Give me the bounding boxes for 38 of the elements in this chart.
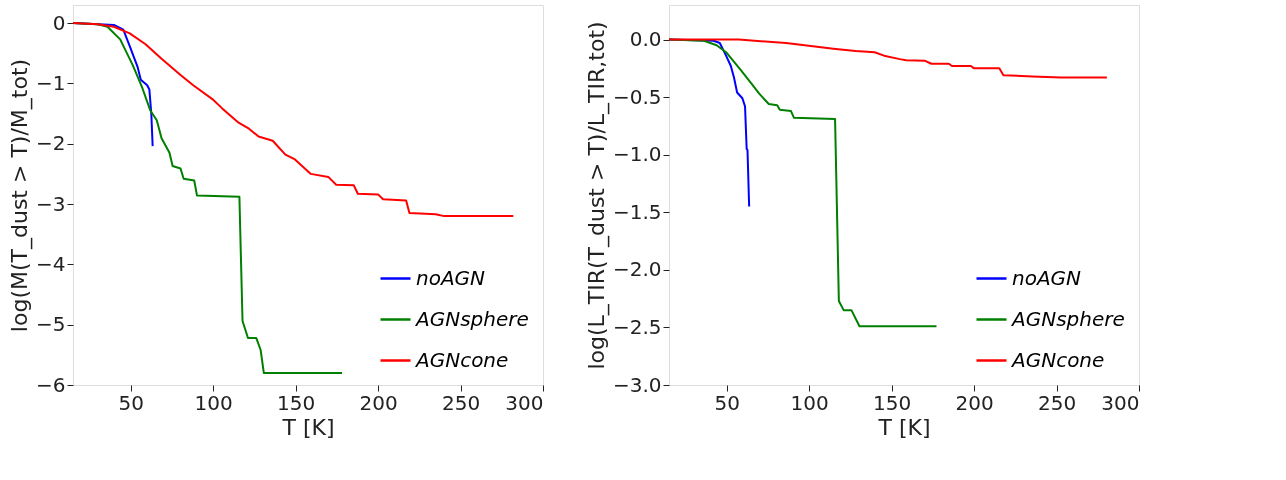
legend-label: noAGN xyxy=(416,265,486,290)
x-tick-label: 150 xyxy=(277,390,316,415)
y-tick-label: −2.5 xyxy=(612,314,662,339)
y-tick-label: −0.5 xyxy=(612,84,662,109)
x-tick-label: 200 xyxy=(955,390,994,415)
legend-label: AGNcone xyxy=(1010,347,1105,372)
x-tick-label: 200 xyxy=(359,390,398,415)
x-tick-label: 100 xyxy=(194,390,233,415)
x-axis-title: T [K] xyxy=(877,414,931,440)
y-tick-label: −1 xyxy=(36,70,66,95)
line-series xyxy=(73,22,515,218)
legend-label: AGNsphere xyxy=(1010,306,1125,331)
y-axis-title: log(L_TIR(T_dust > T)/L_TIR,tot) xyxy=(583,21,610,370)
y-tick-label: −6 xyxy=(36,372,66,397)
x-tick-label: 300 xyxy=(505,390,544,415)
y-tick-label: −3.0 xyxy=(612,372,662,397)
legend-label: AGNsphere xyxy=(414,306,529,331)
x-tick-label: 300 xyxy=(1101,390,1140,415)
y-tick-label: −1.5 xyxy=(612,199,662,224)
y-tick-label: −1.0 xyxy=(612,142,662,167)
line-series xyxy=(669,38,1108,79)
x-tick-label: 50 xyxy=(714,390,740,415)
y-tick-label: −5 xyxy=(36,312,66,337)
x-tick-label: 150 xyxy=(873,390,912,415)
y-tick-label: 0 xyxy=(52,10,66,35)
x-axis-title: T [K] xyxy=(281,414,335,440)
y-tick-label: −2 xyxy=(36,131,66,156)
legend-label: noAGN xyxy=(1012,265,1082,290)
y-tick-label: −4 xyxy=(36,251,66,276)
y-axis-title: log(M(T_dust > T)/M_tot) xyxy=(7,58,34,333)
x-tick-label: 100 xyxy=(790,390,829,415)
y-tick-label: −3 xyxy=(36,191,66,216)
y-tick-label: −2.0 xyxy=(612,257,662,282)
x-tick-label: 50 xyxy=(118,390,144,415)
x-tick-label: 250 xyxy=(441,390,481,415)
x-tick-label: 250 xyxy=(1037,390,1077,415)
y-tick-label: 0.0 xyxy=(629,27,662,52)
legend-label: AGNcone xyxy=(414,347,509,372)
